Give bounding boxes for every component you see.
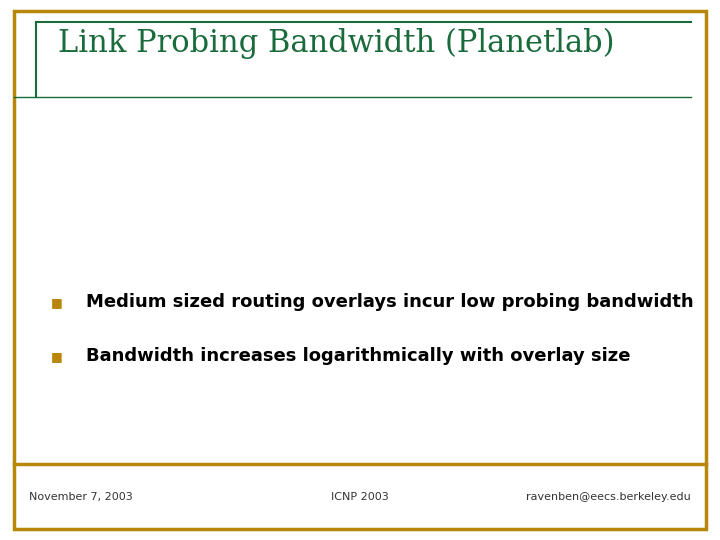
Text: ■: ■ [50, 350, 62, 363]
Text: Link Probing Bandwidth (Planetlab): Link Probing Bandwidth (Planetlab) [58, 28, 614, 59]
Text: November 7, 2003: November 7, 2003 [29, 492, 132, 502]
Text: ICNP 2003: ICNP 2003 [331, 492, 389, 502]
Text: Bandwidth increases logarithmically with overlay size: Bandwidth increases logarithmically with… [86, 347, 631, 366]
Text: ■: ■ [50, 296, 62, 309]
Text: Medium sized routing overlays incur low probing bandwidth: Medium sized routing overlays incur low … [86, 293, 694, 312]
Text: ravenben@eecs.berkeley.edu: ravenben@eecs.berkeley.edu [526, 492, 691, 502]
